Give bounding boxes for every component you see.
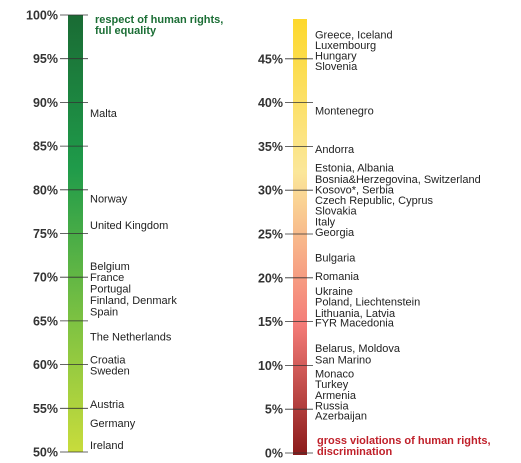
left-tick-label-100: 100% — [26, 9, 58, 23]
country-label-united-kingdom: United Kingdom — [90, 220, 168, 232]
left-tick-label-50: 50% — [33, 446, 58, 460]
country-label-poland-liechtenstein: Poland, Liechtenstein — [315, 296, 420, 308]
right-gradient-bar — [293, 19, 307, 455]
country-label-hungary: Hungary — [315, 50, 357, 62]
country-label-armenia: Armenia — [315, 390, 357, 402]
country-label-austria: Austria — [90, 399, 125, 411]
country-label-malta: Malta — [90, 108, 118, 120]
country-label-belarus-moldova: Belarus, Moldova — [315, 343, 401, 355]
right-tick-label-40: 40% — [258, 96, 283, 110]
right-tick-label-30: 30% — [258, 184, 283, 198]
country-label-lithuania-latvia: Lithuania, Latvia — [315, 308, 396, 320]
country-label-romania: Romania — [315, 271, 360, 283]
country-label-greece-iceland: Greece, Iceland — [315, 29, 393, 41]
right-tick-label-35: 35% — [258, 140, 283, 154]
left-tick-label-75: 75% — [33, 227, 58, 241]
country-label-kosovo-serbia: Kosovo*, Serbia — [315, 184, 395, 196]
country-label-belgium: Belgium — [90, 261, 130, 273]
country-label-monaco: Monaco — [315, 368, 354, 380]
country-label-luxembourg: Luxembourg — [315, 40, 376, 52]
right-tick-label-5: 5% — [265, 403, 283, 417]
country-label-montenegro: Montenegro — [315, 105, 374, 117]
left-tick-label-95: 95% — [33, 52, 58, 66]
left-tick-label-80: 80% — [33, 183, 58, 197]
country-label-russia: Russia — [315, 401, 350, 413]
country-label-france: France — [90, 272, 124, 284]
left-tick-label-85: 85% — [33, 140, 58, 154]
country-label-estonia-albania: Estonia, Albania — [315, 162, 395, 174]
right-tick-label-25: 25% — [258, 228, 283, 242]
country-label-sweden: Sweden — [90, 366, 130, 378]
bottom-note-line-0: gross violations of human rights, — [317, 435, 491, 447]
country-label-andorra: Andorra — [315, 144, 355, 156]
left-tick-label-70: 70% — [33, 271, 58, 285]
country-label-the-netherlands: The Netherlands — [90, 332, 172, 344]
country-label-ukraine: Ukraine — [315, 286, 353, 298]
country-label-spain: Spain — [90, 306, 118, 318]
country-label-slovakia: Slovakia — [315, 205, 357, 217]
country-label-ireland: Ireland — [90, 440, 124, 452]
country-label-fyr-macedonia: FYR Macedonia — [315, 317, 395, 329]
right-tick-label-10: 10% — [258, 359, 283, 373]
country-label-finland-denmark: Finland, Denmark — [90, 295, 177, 307]
top-note-line-1: full equality — [95, 25, 157, 37]
right-tick-label-45: 45% — [258, 52, 283, 66]
top-note-line-0: respect of human rights, — [95, 14, 223, 26]
country-label-portugal: Portugal — [90, 284, 131, 296]
left-tick-label-55: 55% — [33, 402, 58, 416]
right-tick-label-20: 20% — [258, 271, 283, 285]
right-tick-label-0: 0% — [265, 447, 283, 461]
country-label-norway: Norway — [90, 194, 128, 206]
country-label-slovenia: Slovenia — [315, 61, 358, 73]
left-tick-label-65: 65% — [33, 314, 58, 328]
right-tick-label-15: 15% — [258, 315, 283, 329]
country-label-san-marino: San Marino — [315, 354, 371, 366]
country-label-germany: Germany — [90, 418, 136, 430]
left-tick-label-60: 60% — [33, 358, 58, 372]
left-tick-label-90: 90% — [33, 96, 58, 110]
country-label-croatia: Croatia — [90, 354, 126, 366]
country-label-italy: Italy — [315, 217, 336, 229]
country-label-turkey: Turkey — [315, 379, 349, 391]
bottom-note-line-1: discrimination — [317, 446, 392, 458]
country-label-bosnia-herzegovina-switzerland: Bosnia&Herzegovina, Switzerland — [315, 174, 481, 186]
country-label-azerbaijan: Azerbaijan — [315, 410, 367, 422]
country-label-bulgaria: Bulgaria — [315, 253, 356, 265]
country-label-georgia: Georgia — [315, 227, 355, 239]
country-label-czech-republic-cyprus: Czech Republic, Cyprus — [315, 195, 433, 207]
